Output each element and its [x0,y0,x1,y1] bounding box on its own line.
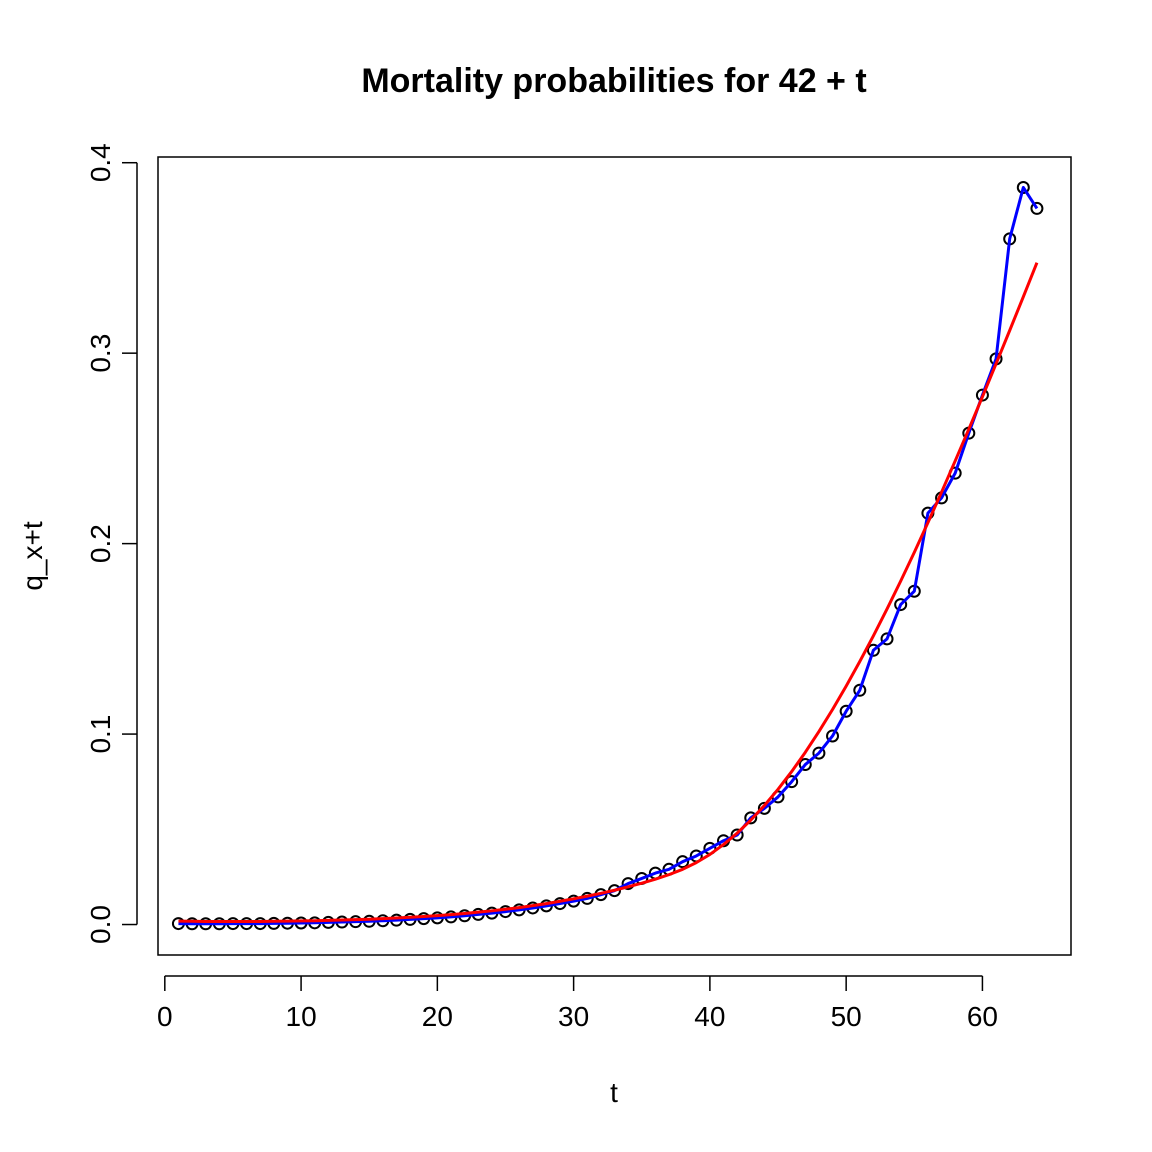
x-tick-label: 10 [286,1001,317,1032]
x-axis: 0 10 20 30 40 50 60 [157,975,998,1032]
data-point [798,758,812,772]
data-point [621,877,635,891]
data-point [676,855,690,869]
x-tick-label: 30 [558,1001,589,1032]
data-point [826,729,840,743]
series-line [178,185,1039,926]
data-point [866,643,880,657]
x-tick-label: 20 [422,1001,453,1032]
y-axis: 0.0 0.1 0.2 0.3 0.4 [85,143,138,944]
data-point [853,683,867,697]
chart-title: Mortality probabilities for 42 + t [361,62,866,100]
y-tick-label: 0.2 [85,524,116,563]
data-point [812,746,826,760]
x-axis-label: t [610,1077,618,1108]
y-tick-label: 0.0 [85,905,116,944]
y-tick-label: 0.3 [85,334,116,373]
data-point [1030,201,1044,215]
data-point [730,828,744,842]
data-point [785,775,799,789]
y-tick-label: 0.4 [85,143,116,182]
data-point [894,598,908,612]
x-tick-label: 0 [157,1001,173,1032]
series-layer [171,180,1044,931]
plot-area-frame [157,156,1072,956]
y-tick-label: 0.1 [85,715,116,754]
data-point [744,811,758,825]
series-line [178,262,1039,923]
series-2-line [178,262,1039,923]
data-point [839,704,853,718]
x-tick-label: 50 [831,1001,862,1032]
x-tick-label: 60 [967,1001,998,1032]
series-1-line [178,185,1039,926]
x-tick-label: 40 [694,1001,725,1032]
y-axis-label: q_x+t [17,521,48,590]
data-point [757,801,771,815]
data-point [880,632,894,646]
